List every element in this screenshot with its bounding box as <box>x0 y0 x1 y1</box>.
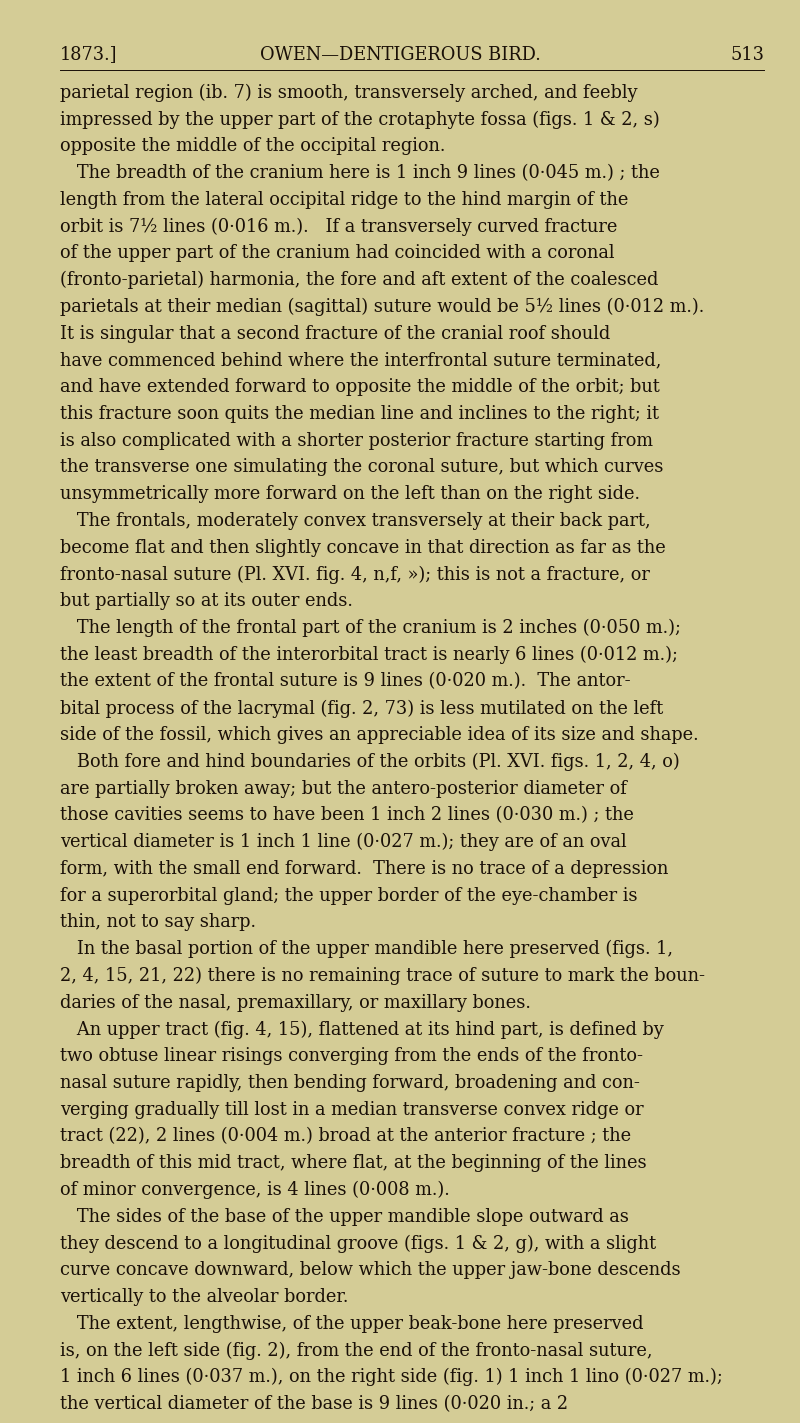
Text: It is singular that a second fracture of the cranial roof should: It is singular that a second fracture of… <box>60 324 610 343</box>
Text: opposite the middle of the occipital region.: opposite the middle of the occipital reg… <box>60 138 446 155</box>
Text: parietal region (ib. 7) is smooth, transversely arched, and feebly: parietal region (ib. 7) is smooth, trans… <box>60 84 638 102</box>
Text: form, with the small end forward.  There is no trace of a depression: form, with the small end forward. There … <box>60 859 668 878</box>
Text: unsymmetrically more forward on the left than on the right side.: unsymmetrically more forward on the left… <box>60 485 640 504</box>
Text: impressed by the upper part of the crotaphyte fossa (figs. 1 & 2, s): impressed by the upper part of the crota… <box>60 111 660 129</box>
Text: is also complicated with a shorter posterior fracture starting from: is also complicated with a shorter poste… <box>60 431 653 450</box>
Text: The length of the frontal part of the cranium is 2 inches (0·050 m.);: The length of the frontal part of the cr… <box>60 619 681 638</box>
Text: OWEN—DENTIGEROUS BIRD.: OWEN—DENTIGEROUS BIRD. <box>260 46 540 64</box>
Text: parietals at their median (sagittal) suture would be 5½ lines (0·012 m.).: parietals at their median (sagittal) sut… <box>60 297 704 316</box>
Text: 1 inch 6 lines (0·037 m.), on the right side (fig. 1) 1 inch 1 lino (0·027 m.);: 1 inch 6 lines (0·037 m.), on the right … <box>60 1368 722 1386</box>
Text: they descend to a longitudinal groove (figs. 1 & 2, g), with a slight: they descend to a longitudinal groove (f… <box>60 1234 656 1252</box>
Text: of the upper part of the cranium had coincided with a coronal: of the upper part of the cranium had coi… <box>60 245 614 262</box>
Text: breadth of this mid tract, where flat, at the beginning of the lines: breadth of this mid tract, where flat, a… <box>60 1154 646 1173</box>
Text: of minor convergence, is 4 lines (0·008 m.).: of minor convergence, is 4 lines (0·008 … <box>60 1181 450 1200</box>
Text: length from the lateral occipital ridge to the hind margin of the: length from the lateral occipital ridge … <box>60 191 628 209</box>
Text: vertical diameter is 1 inch 1 line (0·027 m.); they are of an oval: vertical diameter is 1 inch 1 line (0·02… <box>60 832 626 851</box>
Text: curve concave downward, below which the upper jaw-bone descends: curve concave downward, below which the … <box>60 1261 681 1279</box>
Text: An upper tract (fig. 4, 15), flattened at its hind part, is defined by: An upper tract (fig. 4, 15), flattened a… <box>60 1020 664 1039</box>
Text: The sides of the base of the upper mandible slope outward as: The sides of the base of the upper mandi… <box>60 1208 629 1225</box>
Text: 1873.]: 1873.] <box>60 46 118 64</box>
Text: The extent, lengthwise, of the upper beak-bone here preserved: The extent, lengthwise, of the upper bea… <box>60 1315 643 1332</box>
Text: two obtuse linear risings converging from the ends of the fronto-: two obtuse linear risings converging fro… <box>60 1047 643 1064</box>
Text: 513: 513 <box>730 46 764 64</box>
Text: the transverse one simulating the coronal suture, but which curves: the transverse one simulating the corona… <box>60 458 663 477</box>
Text: In the basal portion of the upper mandible here preserved (figs. 1,: In the basal portion of the upper mandib… <box>60 941 673 958</box>
Text: bital process of the lacrymal (fig. 2, 73) is less mutilated on the left: bital process of the lacrymal (fig. 2, 7… <box>60 699 663 717</box>
Text: nasal suture rapidly, then bending forward, broadening and con-: nasal suture rapidly, then bending forwa… <box>60 1074 640 1091</box>
Text: but partially so at its outer ends.: but partially so at its outer ends. <box>60 592 353 610</box>
Text: side of the fossil, which gives an appreciable idea of its size and shape.: side of the fossil, which gives an appre… <box>60 726 698 744</box>
Text: The breadth of the cranium here is 1 inch 9 lines (0·045 m.) ; the: The breadth of the cranium here is 1 inc… <box>60 164 660 182</box>
Text: vertically to the alveolar border.: vertically to the alveolar border. <box>60 1288 348 1306</box>
Text: are partially broken away; but the antero-posterior diameter of: are partially broken away; but the anter… <box>60 780 627 797</box>
Text: 2, 4, 15, 21, 22) there is no remaining trace of suture to mark the boun-: 2, 4, 15, 21, 22) there is no remaining … <box>60 966 705 985</box>
Text: thin, not to say sharp.: thin, not to say sharp. <box>60 914 256 931</box>
Text: this fracture soon quits the median line and inclines to the right; it: this fracture soon quits the median line… <box>60 406 659 423</box>
Text: and have extended forward to opposite the middle of the orbit; but: and have extended forward to opposite th… <box>60 379 660 396</box>
Text: orbit is 7½ lines (0·016 m.).   If a transversely curved fracture: orbit is 7½ lines (0·016 m.). If a trans… <box>60 218 618 236</box>
Text: daries of the nasal, premaxillary, or maxillary bones.: daries of the nasal, premaxillary, or ma… <box>60 993 531 1012</box>
Text: become flat and then slightly concave in that direction as far as the: become flat and then slightly concave in… <box>60 539 666 556</box>
Text: verging gradually till lost in a median transverse convex ridge or: verging gradually till lost in a median … <box>60 1100 644 1118</box>
Text: fronto-nasal suture (Pl. XVI. fig. 4, n,f, »); this is not a fracture, or: fronto-nasal suture (Pl. XVI. fig. 4, n,… <box>60 565 650 583</box>
Text: tract (22), 2 lines (0·004 m.) broad at the anterior fracture ; the: tract (22), 2 lines (0·004 m.) broad at … <box>60 1127 631 1146</box>
Text: is, on the left side (fig. 2), from the end of the fronto-nasal suture,: is, on the left side (fig. 2), from the … <box>60 1342 653 1359</box>
Text: The frontals, moderately convex transversely at their back part,: The frontals, moderately convex transver… <box>60 512 650 529</box>
Text: the vertical diameter of the base is 9 lines (0·020 in.; a 2: the vertical diameter of the base is 9 l… <box>60 1395 568 1413</box>
Text: the extent of the frontal suture is 9 lines (0·020 m.).  The antor-: the extent of the frontal suture is 9 li… <box>60 673 630 690</box>
Text: (fronto-parietal) harmonia, the fore and aft extent of the coalesced: (fronto-parietal) harmonia, the fore and… <box>60 272 658 289</box>
Text: the least breadth of the interorbital tract is nearly 6 lines (0·012 m.);: the least breadth of the interorbital tr… <box>60 646 678 665</box>
Text: those cavities seems to have been 1 inch 2 lines (0·030 m.) ; the: those cavities seems to have been 1 inch… <box>60 807 634 824</box>
Text: Both fore and hind boundaries of the orbits (Pl. XVI. figs. 1, 2, 4, o): Both fore and hind boundaries of the orb… <box>60 753 680 771</box>
Text: for a superorbital gland; the upper border of the eye-chamber is: for a superorbital gland; the upper bord… <box>60 887 638 905</box>
Text: have commenced behind where the interfrontal suture terminated,: have commenced behind where the interfro… <box>60 351 662 370</box>
